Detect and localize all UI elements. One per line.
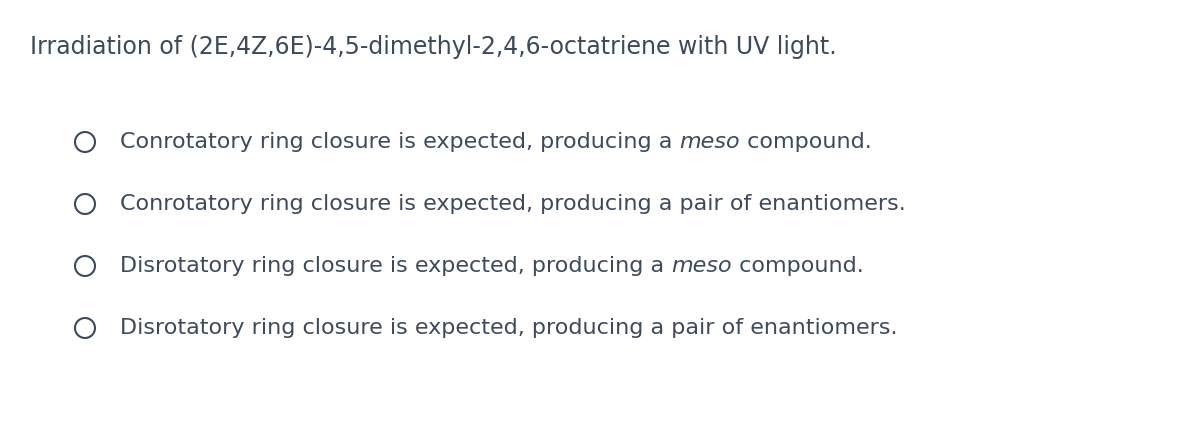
Text: Disrotatory ring closure is expected, producing a pair of enantiomers.: Disrotatory ring closure is expected, pr… [120,318,898,338]
Text: compound.: compound. [740,132,872,152]
Text: meso: meso [679,132,740,152]
Text: compound.: compound. [732,256,864,276]
Text: Irradiation of (2E,4Z,6E)-4,5-dimethyl-2,4,6-octatriene with UV light.: Irradiation of (2E,4Z,6E)-4,5-dimethyl-2… [30,35,836,59]
Text: meso: meso [671,256,732,276]
Text: Disrotatory ring closure is expected, producing a: Disrotatory ring closure is expected, pr… [120,256,671,276]
Text: Conrotatory ring closure is expected, producing a: Conrotatory ring closure is expected, pr… [120,132,679,152]
Text: Conrotatory ring closure is expected, producing a pair of enantiomers.: Conrotatory ring closure is expected, pr… [120,194,906,214]
